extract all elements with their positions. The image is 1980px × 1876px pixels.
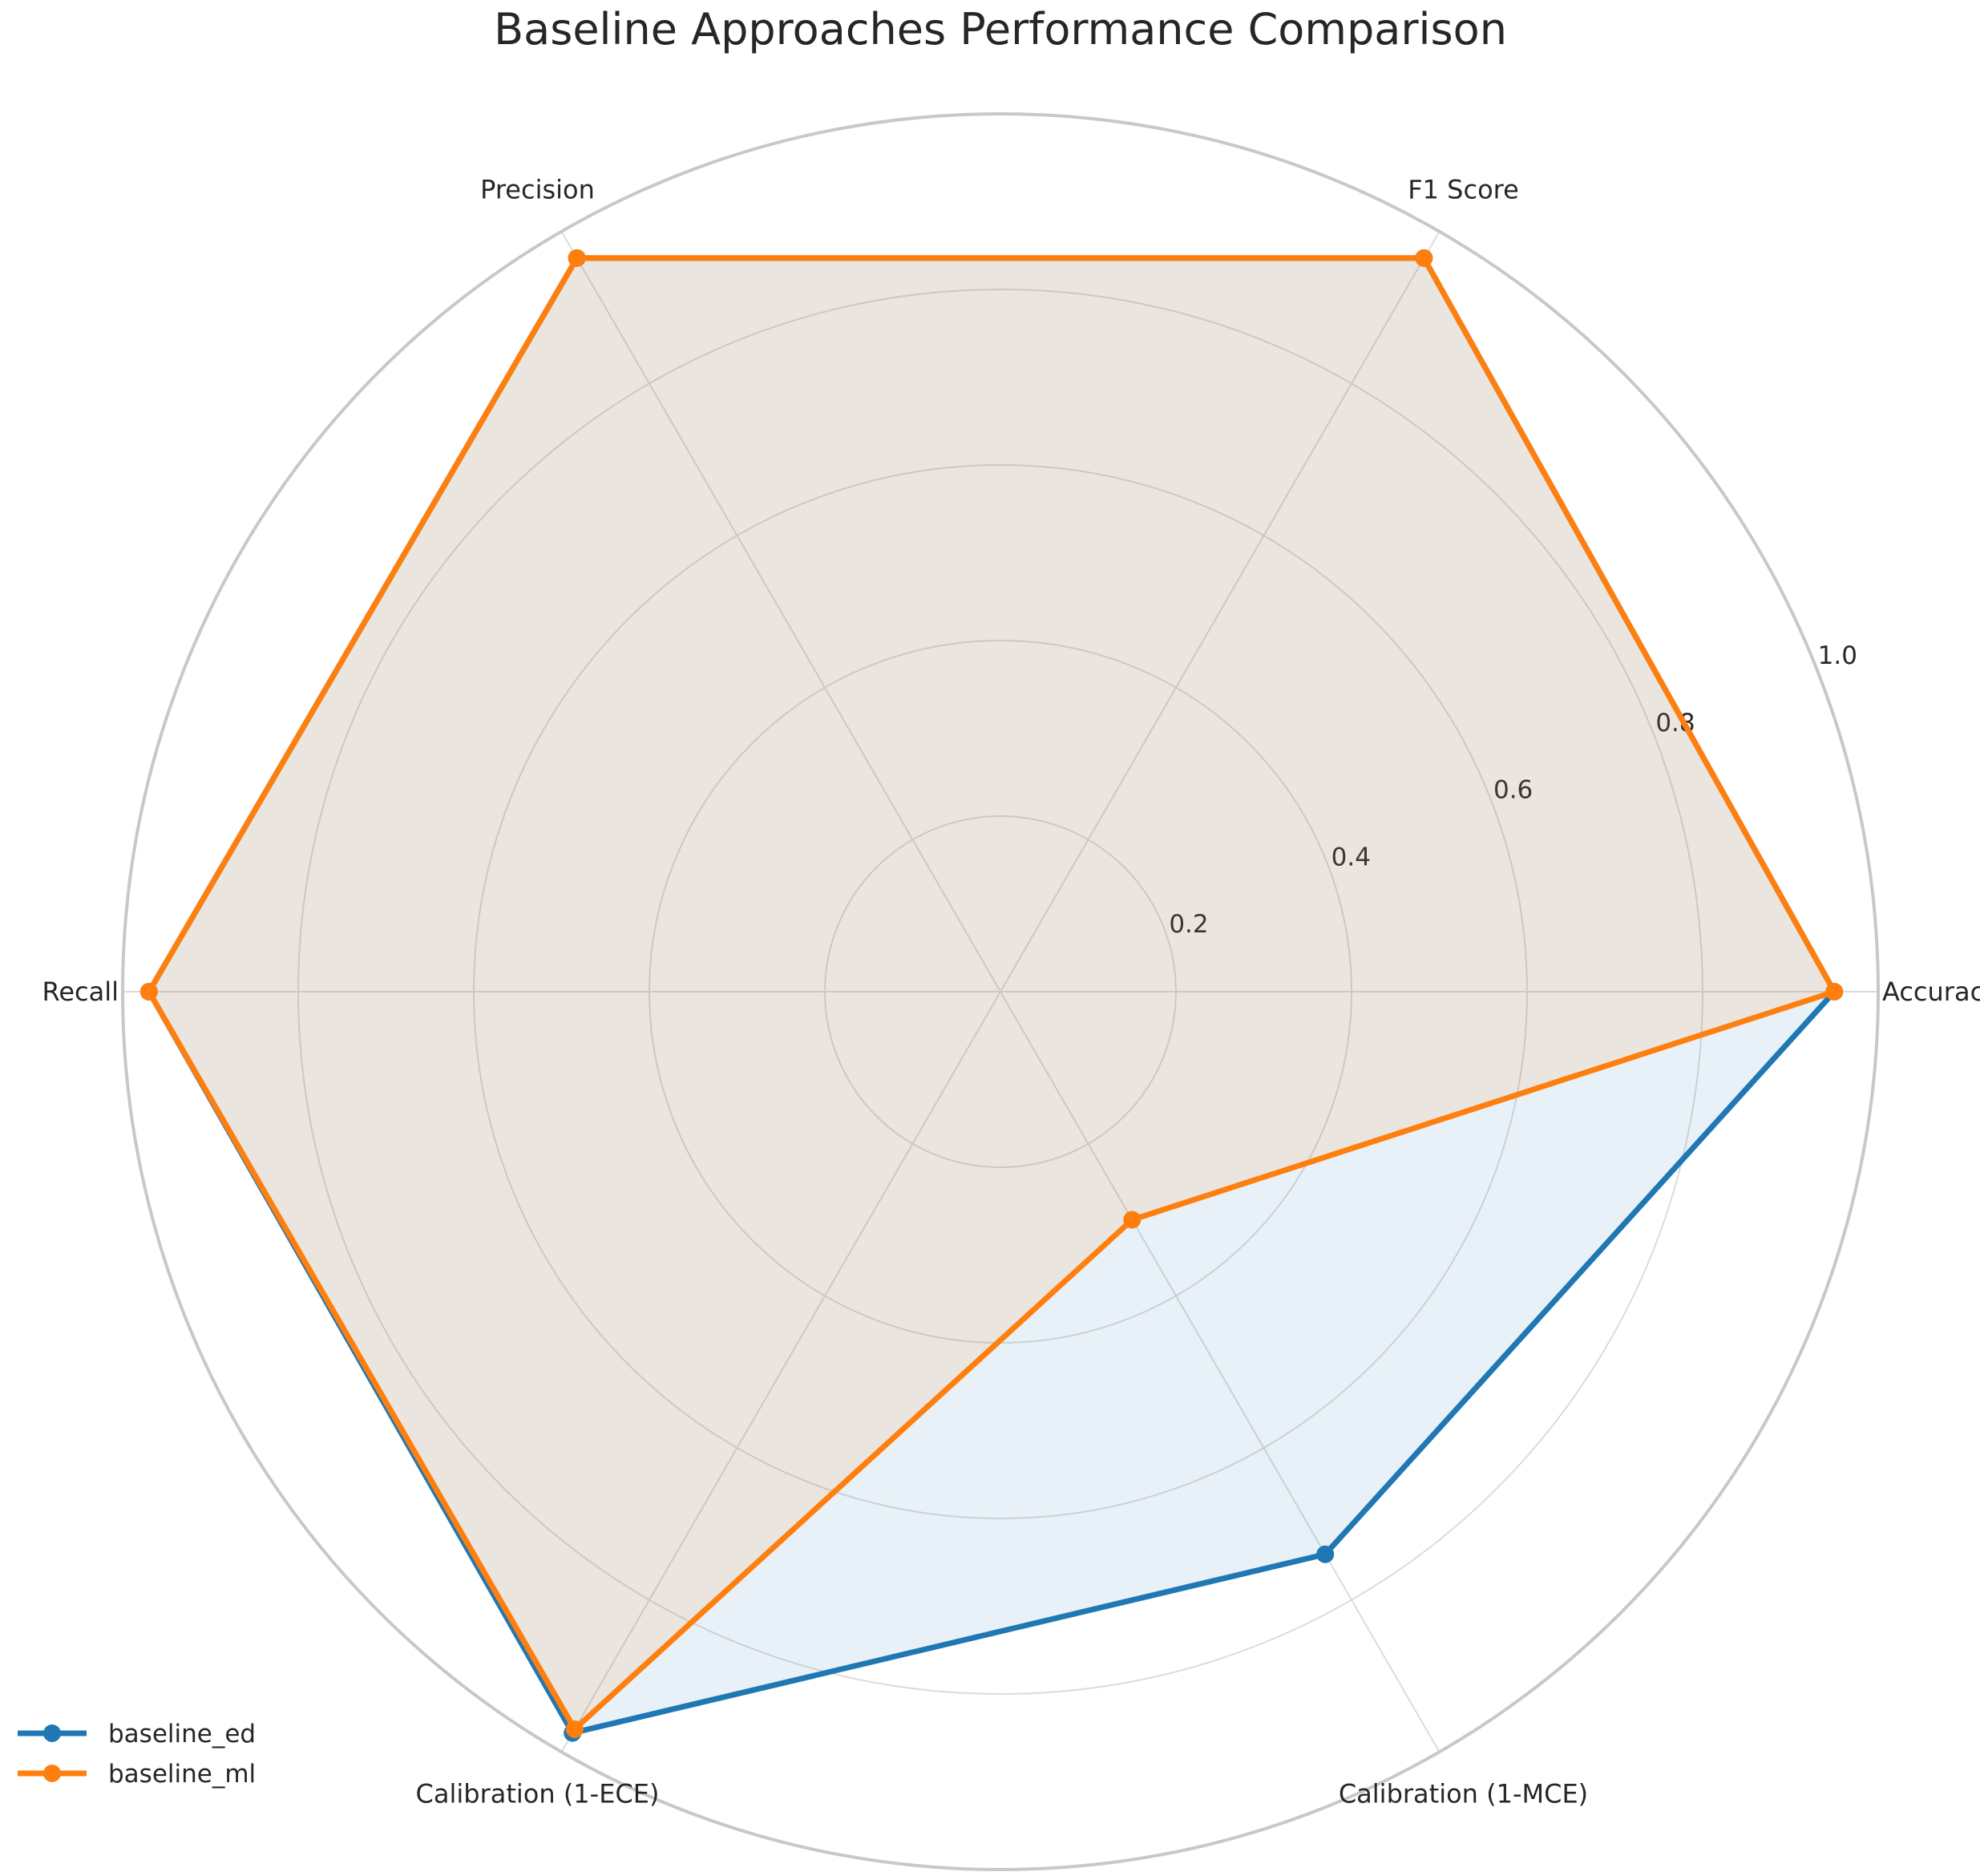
legend-label: baseline_ed (108, 1720, 256, 1749)
grid-spoke (1000, 231, 1441, 993)
grid-spoke (1000, 991, 1441, 1753)
axis-label: Accuracy (1882, 976, 1980, 1007)
legend-marker-baseline_ed (43, 1724, 61, 1742)
radar-series (139, 249, 1844, 1742)
axis-label: F1 Score (1408, 175, 1519, 205)
radial-tick-label: 0.4 (1331, 843, 1371, 871)
series-area-baseline_ml (148, 257, 1835, 1729)
grid-spoke (560, 991, 1001, 1753)
data-point-baseline_ed (1316, 1545, 1335, 1563)
data-point-baseline_ml (1415, 249, 1433, 267)
chart-title: Baseline Approaches Performance Comparis… (494, 4, 1507, 55)
legend-marker-baseline_ml (43, 1765, 61, 1782)
data-point-baseline_ml (1123, 1211, 1142, 1229)
radial-tick-label: 0.2 (1169, 910, 1208, 939)
axis-label: Calibration (1-MCE) (1339, 1778, 1588, 1809)
axis-label: Precision (480, 175, 595, 205)
grid-ring (473, 464, 1528, 1519)
radar-grid: 0.20.40.60.81.0 (121, 112, 1880, 1871)
series-area-baseline_ed (148, 257, 1835, 1733)
data-point-baseline_ml (139, 983, 158, 1001)
legend: baseline_ed baseline_ml (18, 1720, 256, 1789)
data-point-baseline_ml (565, 1720, 584, 1738)
data-point-baseline_ml (1825, 983, 1844, 1001)
legend-label: baseline_ml (108, 1760, 256, 1789)
axis-label: Calibration (1-ECE) (416, 1778, 660, 1809)
grid-ring (824, 815, 1177, 1168)
outer-frame (121, 112, 1880, 1871)
data-point-baseline_ml (568, 249, 586, 267)
radial-tick-label: 1.0 (1818, 641, 1857, 670)
axis-label: Recall (42, 976, 119, 1007)
grid-ring (297, 289, 1703, 1695)
grid-spoke (560, 231, 1001, 993)
radar-labels: Accuracy F1 Score Precision Recall Calibrati… (42, 175, 1980, 1809)
radial-tick-label: 0.6 (1493, 776, 1533, 805)
